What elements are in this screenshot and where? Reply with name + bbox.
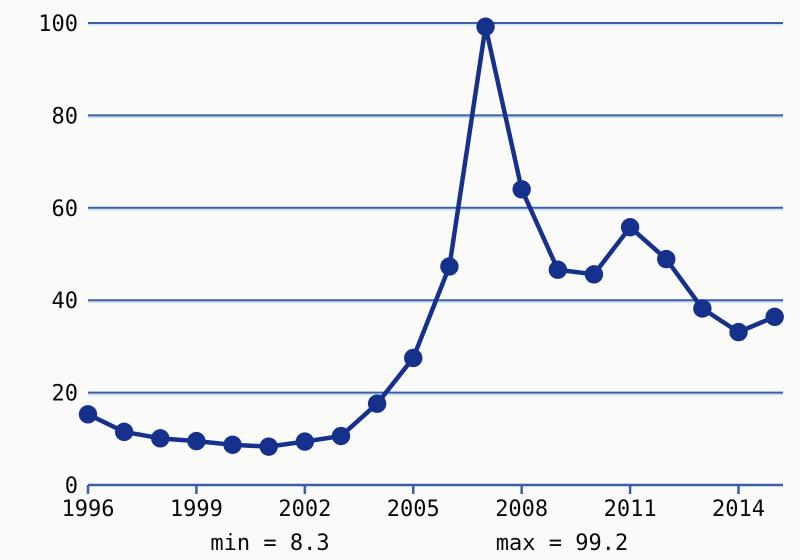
data-point bbox=[548, 260, 568, 279]
data-point bbox=[404, 348, 423, 368]
data-point bbox=[151, 429, 170, 448]
data-point bbox=[223, 435, 242, 455]
data-point bbox=[620, 218, 640, 237]
data-point bbox=[295, 432, 315, 451]
y-tick-label: 20 bbox=[52, 382, 79, 407]
data-point bbox=[114, 422, 134, 442]
data-line bbox=[85, 24, 777, 449]
y-tick-label: 100 bbox=[38, 12, 78, 37]
data-point bbox=[584, 265, 604, 284]
y-tick-label: 40 bbox=[52, 289, 79, 314]
max-annotation: max = 99.2 bbox=[495, 531, 629, 556]
y-tick-label: 0 bbox=[65, 474, 78, 499]
data-point bbox=[187, 431, 206, 451]
data-point bbox=[259, 437, 278, 456]
data-point bbox=[331, 426, 351, 446]
x-tick-label: 2014 bbox=[712, 497, 765, 522]
x-tick-label: 2011 bbox=[604, 497, 657, 522]
min-annotation: min = 8.3 bbox=[210, 531, 330, 556]
x-tick-label: 2002 bbox=[278, 497, 331, 522]
data-point bbox=[657, 249, 676, 269]
x-tick-label: 2008 bbox=[495, 497, 548, 522]
data-point bbox=[367, 394, 387, 413]
x-tick-label: 2005 bbox=[387, 497, 440, 522]
data-point bbox=[765, 307, 784, 327]
data-point bbox=[78, 405, 98, 424]
y-tick-label: 60 bbox=[52, 197, 79, 222]
data-point bbox=[729, 322, 748, 342]
data-point bbox=[512, 180, 531, 199]
x-tick-label: 1996 bbox=[62, 497, 115, 522]
data-point bbox=[476, 17, 495, 36]
data-point bbox=[440, 257, 459, 276]
y-tick-label: 80 bbox=[52, 104, 79, 129]
data-point bbox=[693, 299, 712, 318]
x-tick-label: 1999 bbox=[170, 497, 223, 522]
